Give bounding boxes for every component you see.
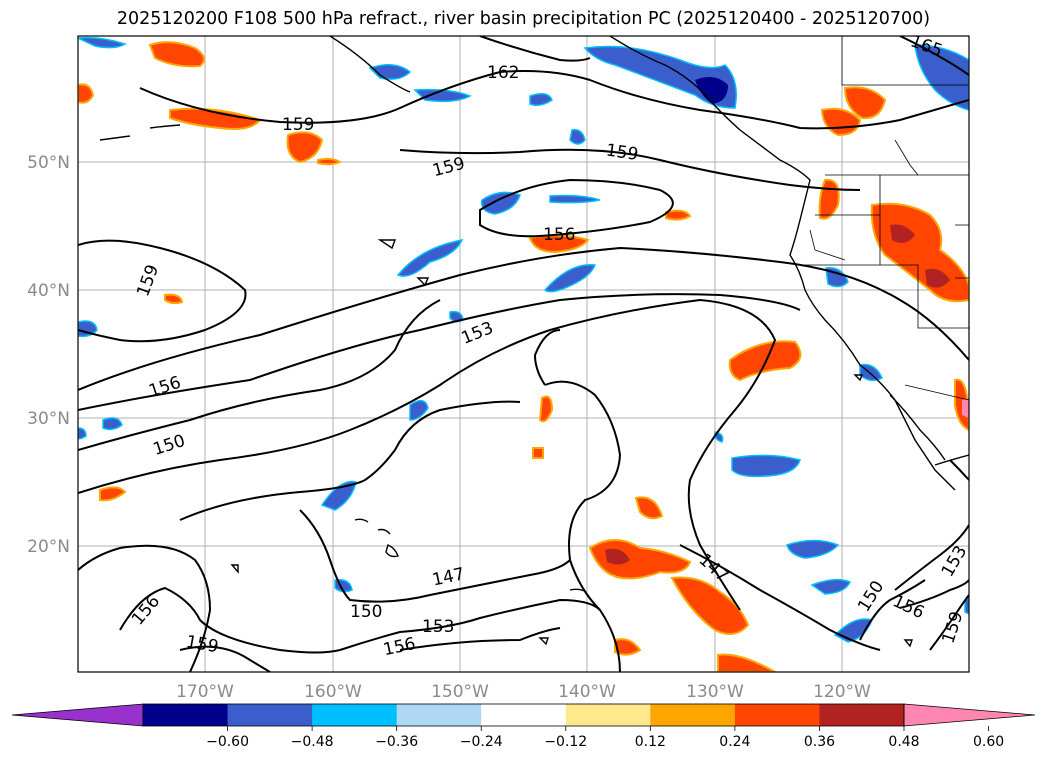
colorbar-frame [142, 703, 905, 727]
colorbar-segment [481, 704, 567, 726]
contour-label: 159 [282, 115, 314, 135]
colorbar-tick-label: 0.12 [635, 734, 666, 750]
contour-label: 156 [543, 225, 575, 245]
colorbar-segment [650, 704, 736, 726]
colorbar-tick-label: −0.60 [206, 734, 249, 750]
colorbar-segment [819, 704, 905, 726]
refractivity-contours [78, 36, 969, 672]
latitude-labels: 50°N 40°N 30°N 20°N [27, 153, 70, 557]
colorbar-segment [227, 704, 313, 726]
colorbar-tick-label: −0.36 [375, 734, 418, 750]
contour-label: 153 [422, 617, 454, 637]
map-area: 165 162 159 159 159 159 156 156 153 150 … [78, 36, 969, 672]
map-frame [77, 35, 970, 673]
borders [800, 36, 969, 401]
colorbar-segment [396, 704, 482, 726]
lon-label: 160°W [304, 682, 362, 702]
colorbar-tick-label: −0.48 [291, 734, 334, 750]
colorbar: −0.60 −0.48 −0.36 −0.24 −0.12 0.12 0.24 0.36 0.4… [11, 703, 1036, 750]
colorbar-extend-high [903, 703, 1036, 727]
colorbar-extend-low [11, 703, 144, 727]
lon-label: 120°W [813, 682, 871, 702]
colorbar-tick-label: 0.36 [804, 734, 835, 750]
figure-title: 2025120200 F108 500 hPa refract., river … [116, 9, 931, 29]
lon-label: 150°W [431, 682, 489, 702]
longitude-labels: 170°W 160°W 150°W 140°W 130°W 120°W [176, 682, 871, 702]
colorbar-tick-label: 0.24 [719, 734, 750, 750]
lat-label: 50°N [27, 153, 70, 173]
lon-label: 140°W [558, 682, 616, 702]
colorbar-segment [312, 704, 398, 726]
lon-label: 130°W [686, 682, 744, 702]
colorbar-segment [565, 704, 651, 726]
colorbar-tick-label: 0.60 [973, 734, 1004, 750]
colorbar-tick-label: −0.12 [544, 734, 587, 750]
lat-label: 30°N [27, 409, 70, 429]
colorbar-tick-label: 0.48 [888, 734, 919, 750]
contour-label: 159 [605, 141, 640, 165]
colorbar-segment [734, 704, 820, 726]
colorbar-segment [143, 704, 229, 726]
lat-label: 20°N [27, 537, 70, 557]
lat-label: 40°N [27, 281, 70, 301]
contour-label: 150 [350, 602, 382, 622]
contour-label: 162 [487, 63, 519, 83]
colorbar-tick-label: −0.24 [460, 734, 503, 750]
lon-label: 170°W [176, 682, 234, 702]
